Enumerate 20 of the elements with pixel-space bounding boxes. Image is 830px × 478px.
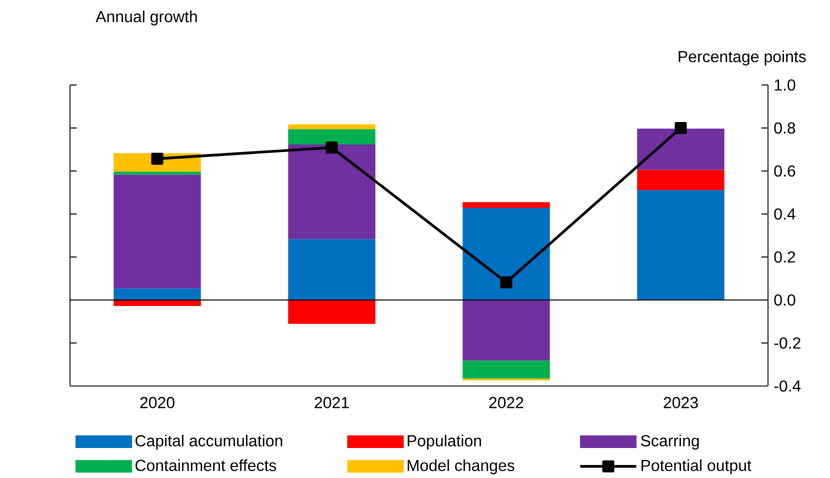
y-axis-title: Percentage points xyxy=(678,50,806,66)
legend-label: Scarring xyxy=(641,434,699,450)
y-tick-label: 1.0 xyxy=(774,79,796,91)
x-tick-label: 2021 xyxy=(314,396,349,408)
legend-label: Model changes xyxy=(408,459,514,474)
legend-label: Potential output xyxy=(642,459,752,474)
y-tick-label: -0.2 xyxy=(774,337,800,349)
y-tick-label: -0.4 xyxy=(774,380,801,392)
y-tick-label: 0.6 xyxy=(774,165,796,177)
x-tick-label: 2023 xyxy=(664,396,698,408)
y-tick-label: 0.8 xyxy=(774,122,796,134)
y-tick-label: 0.4 xyxy=(774,208,796,220)
chart-subtitle: Annual growth xyxy=(96,10,197,26)
y-tick-label: 0.0 xyxy=(774,294,796,306)
x-tick-label: 2020 xyxy=(140,396,174,408)
y-tick-label: 0.2 xyxy=(774,251,796,263)
legend-label: Capital accumulation xyxy=(136,434,282,450)
legend-label: Containment effects xyxy=(136,459,276,472)
x-tick-label: 2022 xyxy=(489,396,524,408)
legend-label: Population xyxy=(408,434,481,450)
